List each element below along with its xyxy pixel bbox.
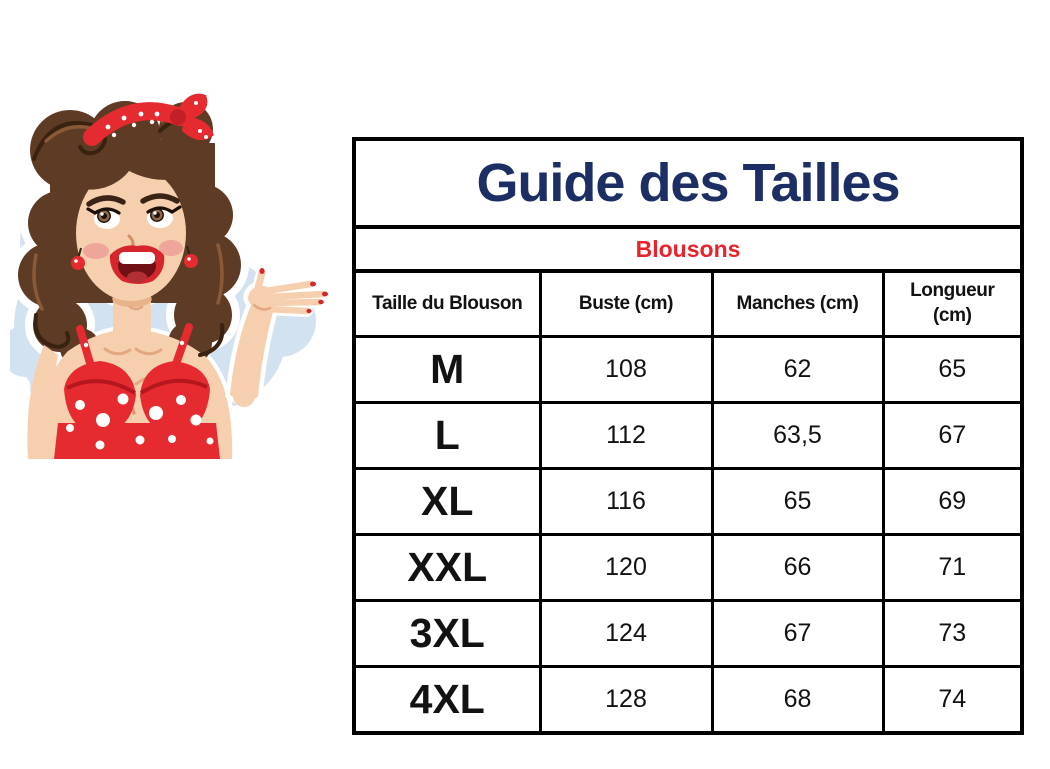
sleeves-cell: 67 (710, 599, 885, 668)
bust-cell: 116 (538, 467, 714, 536)
table-row: 3XL 124 67 73 (352, 599, 1024, 668)
bust-cell: 108 (538, 335, 714, 404)
page-title: Guide des Tailles (476, 153, 900, 213)
size-cell: 3XL (352, 599, 542, 668)
bust-cell: 120 (538, 533, 714, 602)
size-cell: 4XL (352, 665, 542, 735)
column-header-sleeves: Manches (cm) (710, 269, 885, 338)
size-guide-table: Guide des Tailles Blousons Taille du Blo… (352, 137, 1025, 735)
hair-front (69, 138, 195, 190)
bust-cell: 128 (538, 665, 714, 735)
presenting-hand (230, 268, 328, 407)
sleeves-cell: 68 (710, 665, 885, 735)
face-features (83, 193, 183, 311)
length-cell: 71 (881, 533, 1024, 602)
column-header-length: Longueur (cm) (881, 269, 1024, 338)
sleeves-cell: 66 (710, 533, 885, 602)
title-row: Guide des Tailles (352, 137, 1024, 229)
table-row: 4XL 128 68 74 (352, 665, 1024, 735)
size-cell: M (352, 335, 542, 404)
category-row: Blousons (352, 225, 1024, 273)
header-row: Taille du Blouson Buste (cm) Manches (cm… (352, 269, 1024, 338)
cherry-earrings (71, 245, 198, 270)
column-header-size: Taille du Blouson (352, 269, 542, 338)
sleeves-cell: 63,5 (710, 401, 885, 470)
size-cell: XL (352, 467, 542, 536)
table-row: XL 116 65 69 (352, 467, 1024, 536)
sleeves-cell: 62 (710, 335, 885, 404)
table-row: M 108 62 65 (352, 335, 1024, 404)
length-cell: 74 (881, 665, 1024, 735)
bust-cell: 112 (538, 401, 714, 470)
painted-nails (259, 268, 328, 314)
table-row: L 112 63,5 67 (352, 401, 1024, 470)
pinup-woman-illustration (10, 92, 329, 463)
length-cell: 73 (881, 599, 1024, 668)
column-header-bust: Buste (cm) (538, 269, 714, 338)
category-label: Blousons (635, 235, 741, 262)
length-cell: 69 (881, 467, 1024, 536)
size-cell: L (352, 401, 542, 470)
length-cell: 65 (881, 335, 1024, 404)
polka-dot-top (54, 323, 220, 459)
bandana (83, 93, 214, 146)
size-cell: XXL (352, 533, 542, 602)
bust-cell: 124 (538, 599, 714, 668)
sleeves-cell: 65 (710, 467, 885, 536)
length-cell: 67 (881, 401, 1024, 470)
table-row: XXL 120 66 71 (352, 533, 1024, 602)
